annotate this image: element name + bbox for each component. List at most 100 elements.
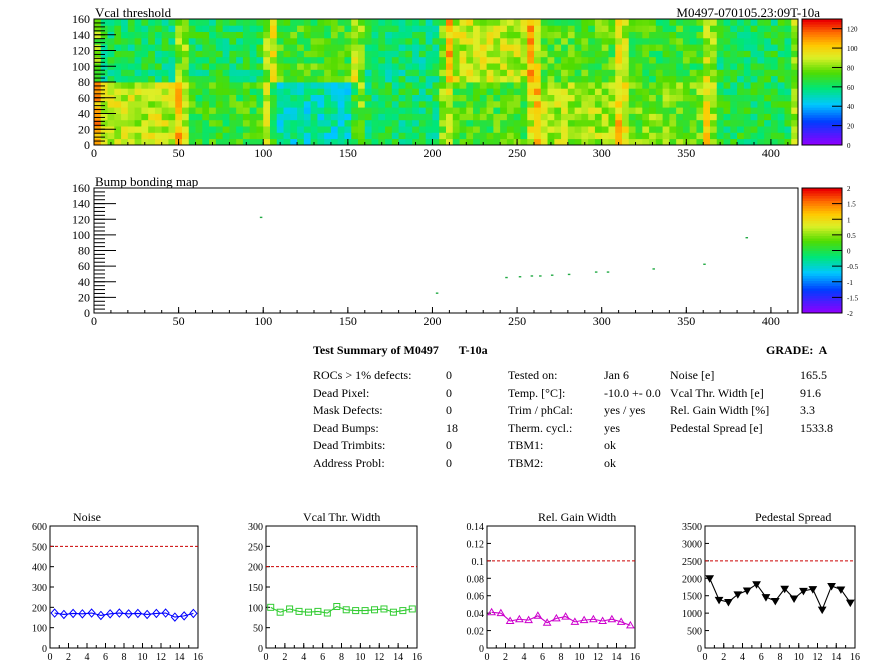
vcal-threshold-cell <box>391 50 400 58</box>
vcal-threshold-cell <box>134 138 142 146</box>
vcal-threshold-cell <box>615 31 623 39</box>
bump-bonding-colorbar-label: -2 <box>847 310 853 318</box>
vcal-threshold-cell <box>425 126 433 133</box>
vcal-threshold-cell <box>249 113 257 121</box>
vcal-threshold-cell <box>324 19 332 26</box>
vcal-threshold-cell <box>682 44 691 51</box>
vcal-threshold-cell <box>297 44 305 51</box>
vcal-threshold-cell <box>405 31 413 39</box>
vcal-threshold-cell <box>100 119 108 127</box>
vcal-threshold-cell <box>642 138 650 146</box>
vcal-threshold-cell <box>405 119 413 127</box>
roc-plot-point <box>524 615 533 624</box>
vcal-threshold-cell <box>175 88 183 95</box>
vcal-threshold-cell <box>540 19 548 26</box>
vcal-threshold-cell <box>737 63 745 70</box>
vcal-threshold-cell <box>615 56 623 64</box>
vcal-threshold-cell <box>473 56 481 64</box>
vcal-threshold-cell <box>330 100 339 108</box>
vcal-threshold-cell <box>425 119 433 127</box>
vcal-threshold-cell <box>215 107 224 114</box>
vcal-threshold-cell <box>452 19 460 26</box>
vcal-threshold-cell <box>358 50 366 58</box>
vcal-threshold-cell <box>182 94 190 102</box>
vcal-threshold-cell <box>222 126 230 133</box>
roc-plot-rel-gain-width: 0 2 4 6 8 10 12 14 1600.020.040.060.080.10.120.1… <box>467 510 641 663</box>
vcal-threshold-cell <box>209 113 217 121</box>
vcal-threshold-cell <box>770 82 779 89</box>
vcal-threshold-cell <box>229 138 237 146</box>
vcal-threshold-cell <box>270 50 278 58</box>
vcal-threshold-cell <box>378 75 386 83</box>
vcal-threshold-cell <box>723 19 731 26</box>
vcal-threshold-cell <box>723 132 731 140</box>
vcal-threshold-cell <box>418 132 427 140</box>
vcal-threshold-cell <box>669 56 677 64</box>
vcal-threshold-cell <box>154 126 163 133</box>
vcal-threshold-cell <box>249 31 257 39</box>
vcal-threshold-cell <box>154 25 163 32</box>
vcal-threshold-cell <box>561 31 569 39</box>
vcal-threshold-cell <box>432 126 440 133</box>
vcal-threshold-cell <box>229 119 237 127</box>
vcal-threshold-cell <box>121 63 129 70</box>
vcal-threshold-cell <box>358 75 366 83</box>
vcal-threshold-cell <box>107 100 115 108</box>
vcal-threshold-colorbar-cell <box>802 19 842 23</box>
vcal-threshold-cell <box>215 56 224 64</box>
vcal-threshold-cell <box>723 88 731 95</box>
vcal-threshold-cell <box>777 31 785 39</box>
vcal-threshold-cell <box>703 113 711 121</box>
vcal-threshold-cell <box>486 100 494 108</box>
roc-plot-point <box>705 575 715 583</box>
vcal-threshold-cell <box>425 107 433 114</box>
vcal-threshold-cell <box>669 31 677 39</box>
vcal-threshold-cell <box>371 138 379 146</box>
roc-plot-point <box>589 614 598 623</box>
vcal-threshold-cell <box>215 19 224 26</box>
vcal-threshold-cell <box>669 126 677 133</box>
vcal-threshold-cell <box>324 88 332 95</box>
vcal-threshold-cell <box>689 119 697 127</box>
vcal-threshold-cell <box>446 132 454 140</box>
vcal-threshold-cell <box>175 63 183 70</box>
vcal-threshold-cell <box>364 50 372 58</box>
vcal-threshold-cell <box>635 56 643 64</box>
vcal-threshold-cell <box>310 44 318 51</box>
vcal-threshold-cell <box>161 31 169 39</box>
vcal-threshold-cell <box>418 69 427 77</box>
vcal-threshold-cell <box>209 107 217 114</box>
vcal-threshold-cell <box>324 107 332 114</box>
vcal-threshold-cell <box>723 113 731 121</box>
vcal-threshold-cell <box>486 94 494 102</box>
vcal-threshold-cell <box>337 63 345 70</box>
vcal-threshold-cell <box>561 100 569 108</box>
vcal-threshold-cell <box>418 37 427 45</box>
vcal-threshold-cell <box>479 113 488 121</box>
vcal-threshold-cell <box>540 126 548 133</box>
vcal-threshold-cell <box>770 63 779 70</box>
vcal-threshold-cell <box>209 88 217 95</box>
vcal-threshold-cell <box>222 31 230 39</box>
vcal-threshold-cell <box>520 107 528 114</box>
vcal-threshold-cell <box>405 94 413 102</box>
roc-plot-point <box>808 586 818 594</box>
vcal-threshold-cell <box>310 31 318 39</box>
summary-col2-labels: Tested on: Temp. [°C]: Trim / phCal: The… <box>508 367 573 472</box>
vcal-threshold-cell <box>750 44 758 51</box>
vcal-threshold-cell <box>452 113 460 121</box>
vcal-threshold-cell <box>716 132 724 140</box>
vcal-threshold-cell <box>107 56 115 64</box>
vcal-threshold-cell <box>770 88 779 95</box>
vcal-threshold-cell <box>622 56 630 64</box>
roc-plot-ytick-label: 100 <box>32 624 47 635</box>
vcal-threshold-cell <box>716 94 724 102</box>
vcal-threshold-cell <box>371 25 379 32</box>
vcal-threshold-cell <box>236 63 244 70</box>
vcal-threshold-cell <box>337 31 345 39</box>
vcal-threshold-cell <box>588 25 596 32</box>
roc-plot-ytick-label: 150 <box>248 583 263 594</box>
roc-plot-series-line <box>270 605 413 614</box>
vcal-threshold-cell <box>757 132 765 140</box>
